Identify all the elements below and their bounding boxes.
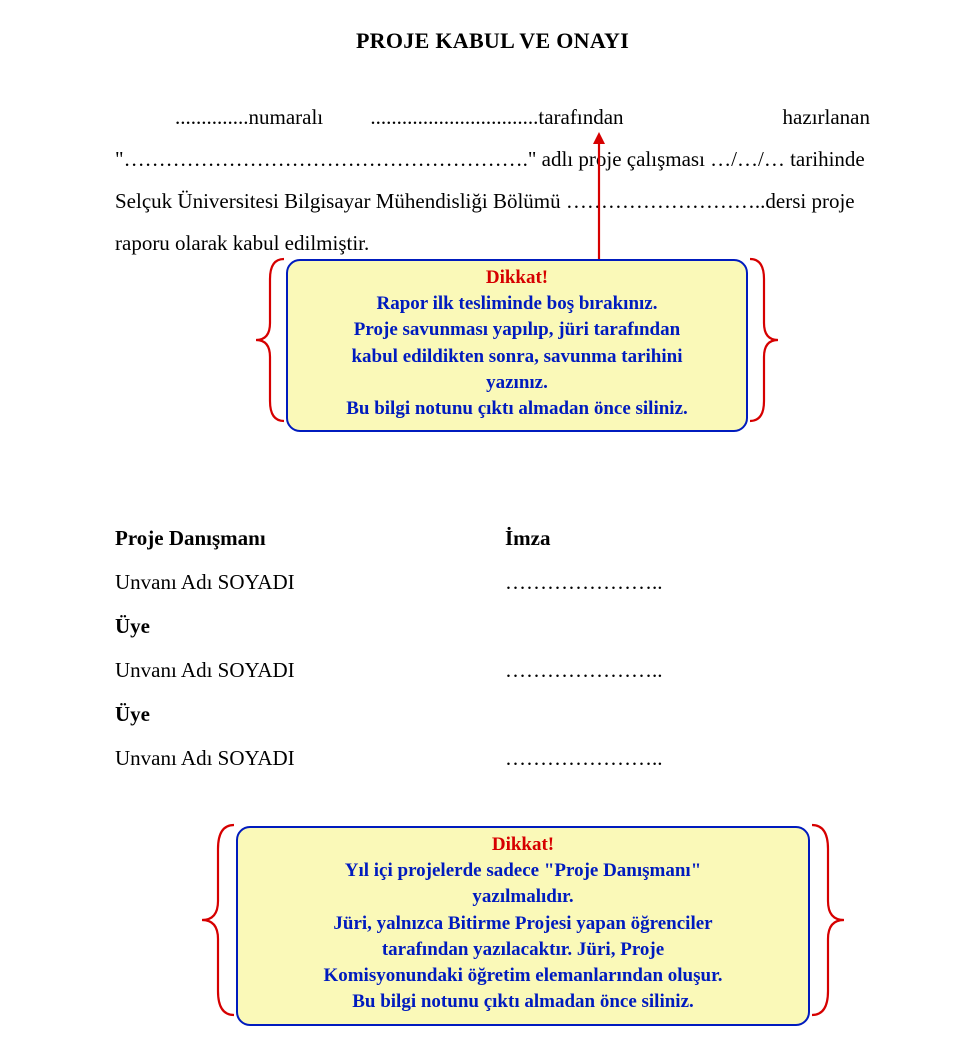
callout1-line3: Proje savunması yapılıp, jüri tarafından: [302, 317, 732, 343]
sig-uye-2: Üye: [115, 692, 505, 736]
brace-left-bottom: [200, 823, 238, 1017]
para-seg-2: ................................tarafınd…: [370, 105, 623, 129]
sig-header-left: Proje Danışmanı: [115, 516, 505, 560]
callout2-line4: Jüri, yalnızca Bitirme Projesi yapan öğr…: [252, 911, 794, 937]
para-line-4: raporu olarak kabul edilmiştir.: [115, 231, 369, 255]
callout1-line1: Dikkat!: [302, 265, 732, 291]
page-title: PROJE KABUL VE ONAYI: [115, 28, 870, 54]
para-line-2: "…………………………………………………." adlı proje çalışm…: [115, 147, 865, 171]
para-line-3: Selçuk Üniversitesi Bilgisayar Mühendisl…: [115, 189, 855, 213]
callout2-line5: tarafından yazılacaktır. Jüri, Proje: [252, 937, 794, 963]
callout2-line2: Yıl içi projelerde sadece "Proje Danışma…: [252, 858, 794, 884]
callout2-line1: Dikkat!: [252, 832, 794, 858]
callout-note-2: Dikkat! Yıl içi projelerde sadece "Proje…: [236, 826, 810, 1026]
sig-name-3: Unvanı Adı SOYADI: [115, 736, 505, 780]
callout2-line6: Komisyonundaki öğretim elemanlarından ol…: [252, 963, 794, 989]
callout1-line6: Bu bilgi notunu çıktı almadan önce silin…: [302, 396, 732, 422]
brace-right-top: [746, 257, 780, 423]
para-seg-1: ..............numaralı: [175, 105, 323, 129]
sig-header-right: İmza: [505, 516, 870, 560]
arrow-up: [590, 132, 608, 262]
callout2-line7: Bu bilgi notunu çıktı almadan önce silin…: [252, 989, 794, 1015]
sig-name-1: Unvanı Adı SOYADI: [115, 560, 505, 604]
brace-left-top: [254, 257, 288, 423]
sig-dots-1: …………………..: [505, 560, 870, 604]
callout-note-1: Dikkat! Rapor ilk tesliminde boş bırakın…: [286, 259, 748, 432]
callout1-line4: kabul edildikten sonra, savunma tarihini: [302, 344, 732, 370]
callout1-line5: yazınız.: [302, 370, 732, 396]
sig-uye-1: Üye: [115, 604, 505, 648]
signature-block: Proje Danışmanı İmza Unvanı Adı SOYADI ……: [115, 516, 870, 781]
sig-dots-2: …………………..: [505, 648, 870, 692]
callout1-line2: Rapor ilk tesliminde boş bırakınız.: [302, 291, 732, 317]
para-seg-3: hazırlanan: [783, 96, 870, 138]
callout2-line3: yazılmalıdır.: [252, 884, 794, 910]
sig-dots-3: …………………..: [505, 736, 870, 780]
sig-name-2: Unvanı Adı SOYADI: [115, 648, 505, 692]
brace-right-bottom: [808, 823, 846, 1017]
approval-paragraph: ..............numaralı .................…: [115, 96, 870, 264]
